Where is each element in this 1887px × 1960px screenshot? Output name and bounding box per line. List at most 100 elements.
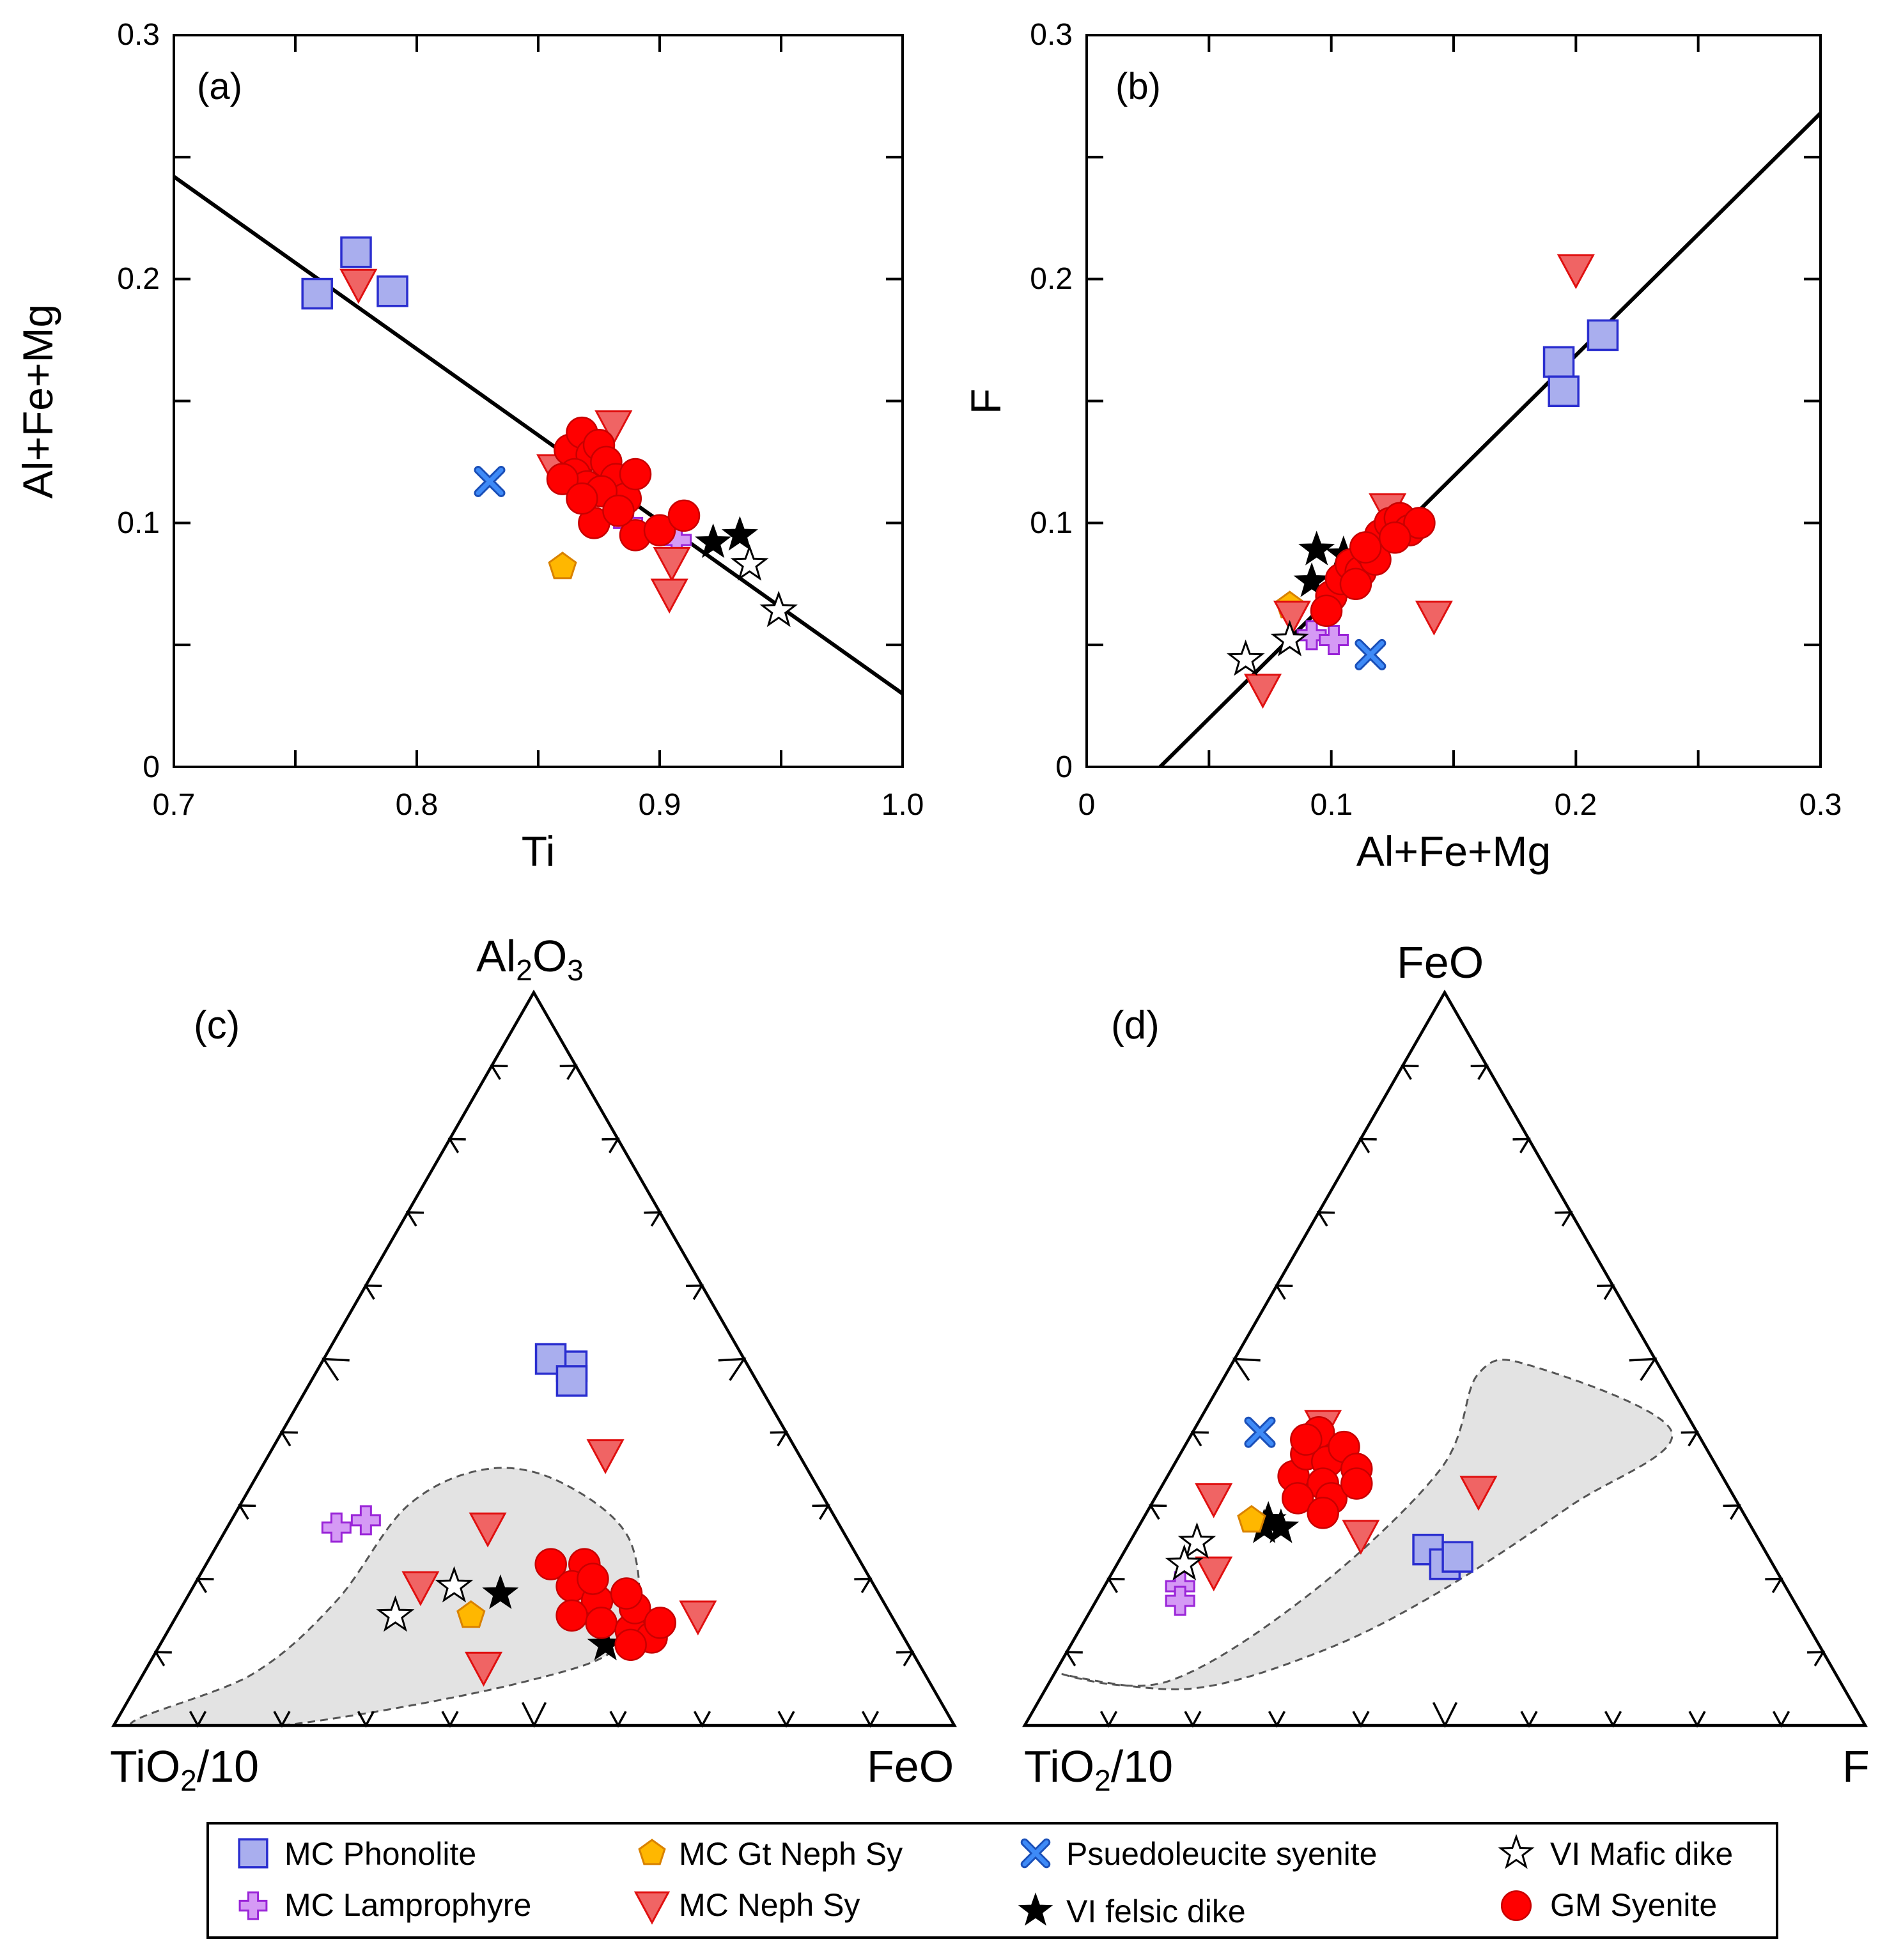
panel-b-mc-neph-sy-point-2 — [1244, 674, 1282, 709]
panel-c-edge-tick-1-2 — [602, 1138, 620, 1154]
panel-c-apex-left: TiO2/10 — [110, 1741, 259, 1797]
panel-d-edge-tick-1-1 — [1470, 1064, 1489, 1081]
legend-label-felsic: VI felsic dike — [1066, 1894, 1246, 1929]
panel-d-edge-tick-1-3 — [1555, 1211, 1573, 1227]
panel-a-mc-neph-sy-point-1 — [594, 410, 633, 445]
panel-c-edge-tick-2-6 — [441, 1711, 459, 1728]
panel-c-edge-tick-0-1 — [153, 1651, 172, 1667]
panel-d-edge-tick-1-6 — [1681, 1431, 1699, 1447]
panel-c-edge-tick-1-3 — [644, 1211, 662, 1227]
panel-d-gm-syenite-point-9 — [1340, 1467, 1373, 1500]
panel-b-gm-syenite-point-12 — [1310, 594, 1343, 627]
panel-a-mc-phonolite-point-0 — [301, 277, 333, 310]
panel-d-gm-syenite-point-5 — [1281, 1482, 1314, 1515]
panel-d-edge-tick-2-5 — [1432, 1702, 1458, 1728]
panel-b-vi-mafic-dike-point-1 — [1270, 620, 1309, 657]
panel-d-psuedoleucite-syenite-point-0 — [1244, 1416, 1276, 1448]
panel-a-vi-felsic-dike-point-0 — [695, 523, 732, 559]
legend-marker-pseudo — [1020, 1838, 1051, 1869]
panel-a-gm-syenite-point-14 — [667, 499, 701, 532]
legend-label-pseudo: Psuedoleucite syenite — [1066, 1836, 1377, 1872]
panel-c-mc-neph-sy-point-1 — [469, 1512, 507, 1548]
panel-c-gm-syenite-point-8 — [610, 1577, 643, 1610]
panel-a-mc-neph-sy-point-3 — [653, 546, 691, 582]
panel-d-edge-tick-1-4 — [1597, 1284, 1615, 1300]
panel-b-mc-lamprophyre-point-1 — [1318, 625, 1349, 656]
legend-marker-mafic — [1498, 1833, 1535, 1869]
legend-marker-gm — [1500, 1890, 1532, 1922]
panel-d-edge-tick-0-3 — [1148, 1504, 1167, 1520]
panel-b-mc-phonolite-point-2 — [1587, 319, 1619, 351]
panel-a-gm-syenite-point-13 — [643, 514, 676, 547]
panel-a-mc-neph-sy-point-4 — [650, 578, 688, 614]
panel-c-gm-syenite-point-4 — [555, 1599, 588, 1632]
panel-c-edge-tick-1-7 — [812, 1504, 830, 1520]
panel-d-edge-tick-2-4 — [1520, 1711, 1538, 1728]
panel-c-edge-tick-2-1 — [861, 1711, 880, 1728]
panel-c-apex-top: Al2O3 — [476, 931, 584, 987]
panel-d-edge-tick-0-1 — [1064, 1651, 1083, 1667]
panel-d-edge-tick-1-7 — [1723, 1504, 1741, 1520]
legend-marker-lamprophyre — [238, 1891, 268, 1920]
panel-c-edge-tick-1-6 — [770, 1431, 788, 1447]
panel-c-mc-lamprophyre-point-0 — [321, 1512, 352, 1543]
panel-c-edge-tick-0-2 — [196, 1577, 214, 1593]
panel-c-edge-tick-0-5 — [322, 1357, 350, 1381]
panel-c-mc-lamprophyre-point-1 — [350, 1505, 381, 1536]
panel-a-ytick-2: 0.2 — [117, 262, 160, 296]
panel-b-vi-mafic-dike-point-0 — [1226, 639, 1265, 676]
panel-c-edge-tick-1-8 — [854, 1577, 873, 1593]
panel-c-edge-tick-2-9 — [189, 1711, 207, 1728]
panel-a-ytick-3: 0.3 — [117, 18, 160, 52]
panel-a-ytick-0: 0 — [143, 750, 160, 784]
panel-c-edge-tick-0-9 — [490, 1064, 508, 1080]
panel-b-mc-lamprophyre-point-0 — [1296, 620, 1327, 651]
panel-b-ytick-0: 0 — [1055, 750, 1073, 784]
panel-d-edge-tick-0-6 — [1275, 1284, 1293, 1300]
panel-c-edge-tick-0-7 — [405, 1211, 424, 1227]
panel-d-vi-mafic-dike-point-1 — [1165, 1544, 1204, 1581]
panel-b-xtick-3: 0.3 — [1799, 788, 1842, 822]
panel-d-edge-tick-0-4 — [1190, 1431, 1209, 1447]
panel-b-mc-phonolite-point-1 — [1548, 375, 1580, 407]
panel-d-mc-neph-sy-point-2 — [1342, 1520, 1380, 1555]
panel-d-edge-tick-1-9 — [1807, 1651, 1826, 1667]
panel-c-gm-syenite-point-12 — [614, 1628, 647, 1662]
legend-marker-gtneph — [638, 1839, 666, 1865]
panel-a-xtick-2: 0.9 — [639, 788, 681, 822]
panel-b-gm-syenite-point-14 — [1349, 531, 1382, 564]
panel-c-edge-tick-2-4 — [609, 1711, 627, 1728]
panel-b-mc-neph-sy-point-0 — [1557, 254, 1595, 289]
panel-d-edge-tick-0-5 — [1232, 1357, 1261, 1381]
panel-d-edge-tick-0-7 — [1316, 1211, 1335, 1227]
panel-a-vi-mafic-dike-point-1 — [759, 590, 798, 628]
panel-c-gm-syenite-point-11 — [577, 1563, 609, 1595]
panel-a-vi-felsic-dike-point-1 — [721, 516, 758, 551]
panel-c-vi-felsic-dike-point-0 — [482, 1574, 519, 1609]
panel-d-edge-tick-2-7 — [1268, 1711, 1286, 1728]
panel-a-gm-syenite-point-17 — [566, 482, 598, 515]
panel-c-mc-neph-sy-point-0 — [586, 1439, 625, 1474]
panel-d-label: (d) — [1111, 1003, 1160, 1047]
panel-d-edge-tick-2-8 — [1184, 1711, 1202, 1728]
panel-c-edge-tick-1-9 — [896, 1651, 915, 1667]
panel-c-edge-tick-0-6 — [364, 1284, 382, 1300]
panel-b-ylabel: F — [962, 389, 1009, 414]
panel-b-mc-neph-sy-point-3 — [1273, 600, 1311, 636]
panel-a-fit-line — [173, 174, 904, 695]
panel-d-edge-tick-2-3 — [1604, 1711, 1622, 1728]
panel-a-xlabel: Ti — [522, 828, 555, 875]
legend-label-gm: GM Syenite — [1550, 1887, 1717, 1923]
panel-a-mc-neph-sy-point-0 — [339, 268, 378, 304]
panel-b-label: (b) — [1115, 66, 1161, 107]
legend-marker-phonolite — [238, 1838, 268, 1869]
panel-c-mc-neph-sy-point-4 — [679, 1600, 717, 1636]
legend-marker-felsic — [1018, 1892, 1053, 1926]
panel-b-vi-felsic-dike-point-0 — [1293, 562, 1330, 598]
panel-d-mc-gt-neph-sy-point-0 — [1237, 1504, 1266, 1533]
panel-d-gm-syenite-point-10 — [1307, 1497, 1339, 1529]
panel-c-edge-tick-2-5 — [521, 1702, 547, 1728]
panel-d-mc-lamprophyre-point-1 — [1165, 1586, 1195, 1616]
panel-c-mc-gt-neph-sy-point-0 — [456, 1600, 486, 1628]
